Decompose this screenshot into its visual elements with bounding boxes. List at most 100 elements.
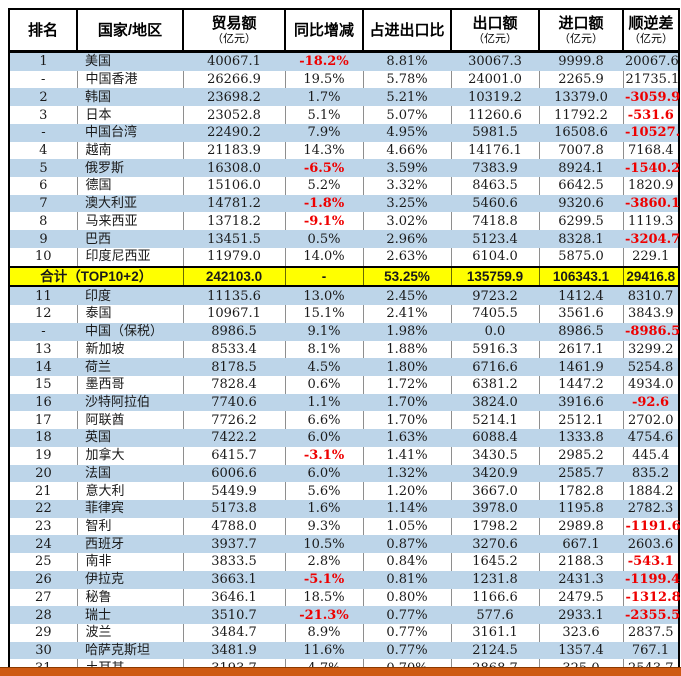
cell-trade: 7828.4 [182, 375, 285, 394]
cell-rank: 25 [34, 554, 52, 570]
cell-import: 11792.2 [538, 106, 623, 124]
cell-share: 2.63% [362, 247, 451, 267]
cell-country: 菲律宾 [85, 501, 125, 517]
cell-rank: 22 [35, 501, 52, 517]
cell-trade: 13718.2 [182, 212, 285, 231]
cell-export: 7418.8 [450, 212, 539, 231]
table-row: 21 意大利 5449.9 5.6% 1.20% 3667.0 1782.8 1884.2 [9, 482, 679, 500]
cell-country: 韩国 [85, 89, 112, 105]
cell-balance: -1540.2 [625, 160, 681, 176]
cell-country: 中国香港 [76, 70, 183, 89]
cell-trade: 8533.4 [182, 340, 285, 359]
cell-share: 1.98% [386, 324, 428, 340]
table-row: 22 菲律宾 5173.8 1.6% 1.14% 3978.0 1195.8 2782.3 [9, 499, 679, 518]
cell-yoy: -18.2% [299, 54, 349, 70]
cell-rank: - [41, 125, 46, 141]
cell-share: 1.05% [362, 517, 451, 536]
cell-balance: 1820.9 [622, 177, 679, 195]
cell-yoy: -3.1% [284, 446, 363, 465]
cell-trade: 23698.2 [207, 89, 261, 105]
cell-export: 5916.3 [450, 340, 539, 359]
cell-import: 1447.2 [538, 375, 623, 394]
cell-balance: -8986.5 [625, 324, 681, 340]
table-row: 23 智利 4788.0 9.3% 1.05% 1798.2 2989.8 -1191.6 [9, 517, 681, 536]
cell-trade: 7726.2 [182, 411, 285, 430]
cell-balance: 4934.0 [622, 375, 679, 394]
cell-rank: 15 [34, 377, 52, 393]
cell-share: 0.81% [386, 572, 428, 588]
table-row: 16 沙特阿拉伯 7740.6 1.1% 1.70% 3824.0 3916.6 -92.6 [9, 393, 679, 412]
table-row: 28 瑞士 3510.7 -21.3% 0.77% 577.6 2933.1 -2355.5 [9, 606, 680, 624]
cell-export: 9723.2 [472, 288, 518, 304]
cell-rank: 4 [39, 142, 48, 158]
cell-balance: 2782.3 [627, 501, 674, 517]
cell-country: 澳大利亚 [85, 196, 138, 212]
cell-export: 7383.9 [472, 160, 518, 176]
cell-balance: -3860.1 [625, 196, 681, 212]
cell-export: 24001.0 [450, 70, 539, 89]
cell-yoy: 0.6% [284, 375, 363, 394]
cell-share: 2.45% [386, 288, 428, 304]
cell-rank: 16 [35, 395, 52, 411]
header-rank: 排名 [9, 9, 77, 53]
cell-rank: 28 [35, 607, 52, 623]
cell-country: 马来西亚 [76, 212, 183, 231]
cell-export: 5214.1 [450, 411, 539, 430]
cell-yoy: 15.1% [284, 305, 363, 323]
cell-export: 1798.2 [450, 517, 539, 536]
cell-rank: 14 [35, 359, 52, 375]
table-row: 15 墨西哥 7828.4 0.6% 1.72% 6381.2 1447.2 4934.0 [9, 375, 679, 394]
cell-trade: 7740.6 [211, 395, 257, 411]
cell-export: 3420.9 [472, 465, 518, 481]
cell-share: 0.80% [362, 588, 451, 607]
cell-trade: 14781.2 [207, 196, 261, 212]
header-country: 国家/地区 [76, 9, 183, 53]
cell-share: 2.41% [362, 305, 451, 323]
cell-rank: 29 [34, 625, 52, 641]
cell-share: 0.77% [386, 607, 428, 623]
cell-rank: 1 [39, 54, 48, 70]
cell-rank: 6 [39, 178, 48, 194]
cell-import: 106343.1 [538, 265, 623, 288]
cell-export: 8463.5 [450, 177, 539, 195]
cell-yoy: 13.0% [303, 288, 345, 304]
cell-country: 英国 [85, 430, 112, 446]
cell-rank: 10 [34, 249, 52, 265]
cell-yoy: 1.7% [307, 89, 341, 105]
table-row: 25 南非 3833.5 2.8% 0.84% 1645.2 2188.3 -543.1 [9, 553, 679, 571]
table-body: 1 美国 40067.1 -18.2% 8.81% 30067.3 9999.8 20067.… [9, 51, 681, 676]
cell-country: 越南 [76, 141, 183, 160]
table-row: 20 法国 6006.6 6.0% 1.32% 3420.9 2585.7 835.2 [9, 464, 679, 483]
table-row: 1 美国 40067.1 -18.2% 8.81% 30067.3 9999.8 20067.… [9, 51, 679, 71]
cell-country: 伊拉克 [85, 572, 125, 588]
cell-share: 8.81% [386, 54, 428, 70]
cell-country: 波兰 [76, 624, 183, 642]
cell-yoy: 4.5% [307, 359, 341, 375]
cell-trade: 23052.8 [182, 106, 285, 124]
cell-country: 秘鲁 [76, 588, 183, 607]
cell-import: 7007.8 [538, 141, 623, 160]
cell-share: 3.32% [362, 177, 451, 195]
cell-rank: 26 [35, 572, 52, 588]
cell-share: 1.80% [386, 359, 428, 375]
cell-import: 9320.6 [558, 196, 604, 212]
table-row: 13 新加坡 8533.4 8.1% 1.88% 5916.3 2617.1 3299.2 [9, 340, 679, 359]
cell-country: 巴西 [85, 231, 112, 247]
cell-share: 3.02% [362, 212, 451, 231]
cell-yoy: 9.1% [307, 324, 341, 340]
cell-balance: 21735.1 [622, 70, 679, 89]
cell-import: 1412.4 [558, 288, 604, 304]
cell-trade: 3663.1 [211, 572, 257, 588]
cell-yoy: - [284, 265, 363, 288]
cell-share: 1.63% [386, 430, 428, 446]
cell-country: 德国 [76, 177, 183, 195]
cell-rank: 11 [35, 288, 52, 304]
cell-country: 南非 [76, 553, 183, 571]
cell-balance: 5254.8 [627, 359, 674, 375]
cell-export: 3667.0 [450, 482, 539, 500]
cell-rank: 13 [34, 341, 52, 357]
header-balance-sub: （亿元） [629, 32, 673, 45]
table-row: 7 澳大利亚 14781.2 -1.8% 3.25% 5460.6 9320.6 -3860.… [9, 194, 681, 213]
cell-export: 6088.4 [472, 430, 518, 446]
